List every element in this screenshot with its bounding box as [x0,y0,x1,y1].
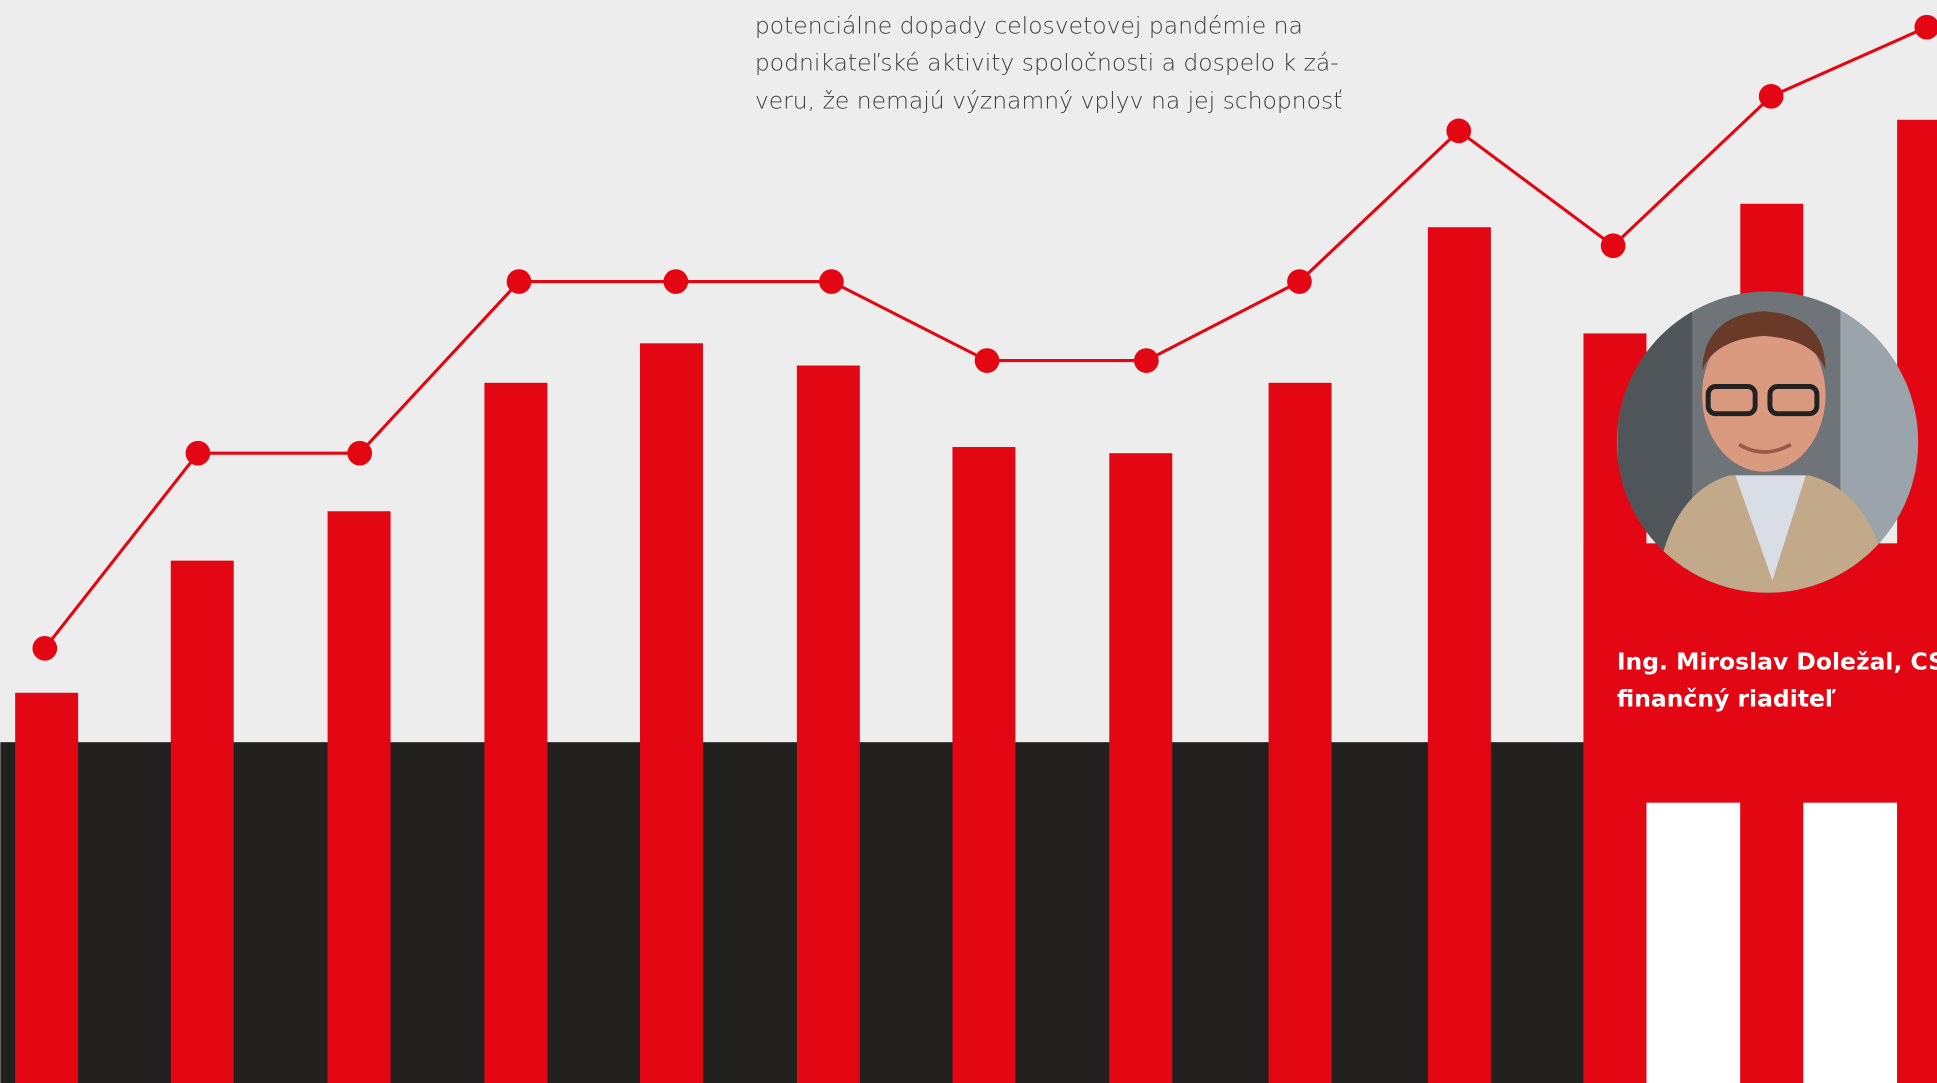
white-block [1802,802,1898,1083]
bar-shape [327,511,391,1083]
line-dot [506,269,532,294]
caption-role: finančný riaditeľ [1617,684,1837,712]
line-dot [1914,14,1937,40]
line-dot [819,269,844,294]
bar-shape [1427,227,1491,1083]
line-dot [32,635,58,661]
white-block [1646,802,1741,1083]
bar-shape [1268,382,1332,1083]
bar-shape [952,447,1016,1083]
bar-shape [796,365,860,1083]
text-line: potenciálne dopady celosvetovej pandémie… [755,11,1303,39]
line-dot [347,440,373,466]
bar-shape [484,382,548,1083]
line-dot [1287,269,1312,294]
line-dot [663,269,689,294]
decorative-line [32,14,1937,661]
decorative-bars [15,119,1937,1083]
caption-name: Ing. Miroslav Doležal, CSc., [1617,647,1937,675]
background-dark [0,742,1584,1083]
line-dot [1600,233,1626,259]
bar-shape [15,692,79,1083]
bar-shape [1897,119,1937,1083]
line-dot [1133,348,1159,373]
bar-shape [640,343,703,1083]
line-dot [1758,83,1784,109]
line-dot [974,348,1000,373]
line-dot [1446,118,1472,144]
line-dot [185,440,211,466]
text-line: veru, že nemajú významný vplyv na jej sc… [755,87,1343,115]
bar-shape [1109,453,1173,1083]
bar-shape [170,560,234,1083]
text-line: podnikateľské aktivity spoločnosti a dos… [755,48,1339,76]
